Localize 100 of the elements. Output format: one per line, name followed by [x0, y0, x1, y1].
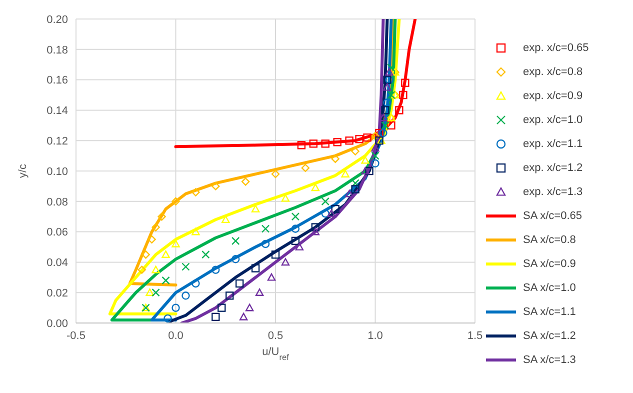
point [162, 276, 170, 285]
point [212, 312, 220, 322]
point [245, 304, 254, 312]
point [271, 170, 280, 178]
point [152, 266, 160, 274]
point [281, 258, 290, 266]
point [361, 156, 370, 164]
point [371, 132, 380, 140]
legend-label: SA x/c=0.9 [523, 258, 576, 270]
point [297, 141, 306, 150]
point [387, 90, 396, 100]
point [158, 212, 166, 221]
x-tick-label: 1.5 [467, 330, 483, 342]
y-tick-label: 0.14 [46, 105, 68, 118]
line-series [174, 19, 417, 148]
y-tick-label: 0.06 [46, 226, 68, 239]
point [381, 106, 390, 114]
point [226, 292, 234, 300]
point [291, 212, 300, 221]
y-tick-label: 0.04 [46, 257, 68, 270]
legend-label: exp. x/c=1.2 [523, 162, 583, 174]
point [241, 178, 250, 186]
legend-label: SA x/c=1.2 [523, 330, 576, 342]
x-tick-label: -0.5 [66, 330, 86, 342]
point [271, 250, 280, 259]
point [261, 224, 270, 233]
point [148, 235, 156, 244]
point [182, 292, 190, 300]
x-axis-title: u/U$_{ref}$ [262, 346, 290, 362]
point [172, 304, 180, 312]
y-tick-label: 0.10 [46, 166, 68, 178]
legend-label: exp. x/c=1.1 [523, 138, 583, 150]
point [331, 204, 340, 214]
point [138, 266, 146, 274]
point [152, 223, 160, 232]
point [212, 266, 220, 274]
point [341, 170, 350, 178]
point [321, 140, 330, 148]
point [251, 204, 260, 212]
point [379, 128, 388, 138]
point [152, 288, 160, 297]
point [239, 312, 248, 320]
legend-label: exp. x/c=1.0 [523, 114, 583, 126]
point [301, 164, 310, 172]
point [281, 194, 290, 202]
point [267, 273, 276, 281]
point [142, 250, 150, 259]
x-tick-label: 0.5 [268, 330, 284, 342]
point [218, 304, 226, 312]
y-tick-label: 0.02 [46, 288, 68, 300]
point [383, 83, 392, 91]
point [345, 136, 354, 145]
point [311, 223, 320, 232]
point [363, 133, 372, 142]
point [345, 190, 354, 198]
point [387, 64, 396, 72]
point [375, 136, 384, 145]
y-tick-label: 0.16 [46, 74, 68, 87]
point [375, 128, 384, 138]
point [261, 240, 270, 248]
legend-label: exp. x/c=1.3 [523, 186, 583, 198]
point [182, 262, 190, 271]
point [162, 250, 170, 258]
point [333, 138, 342, 146]
point [383, 98, 392, 107]
legend-label: SA x/c=1.3 [523, 354, 576, 366]
x-tick-label: 1.0 [368, 330, 383, 342]
legend-label: SA x/c=0.8 [523, 234, 576, 246]
point [327, 209, 336, 217]
point [232, 255, 240, 264]
y-tick-label: 0.18 [46, 44, 68, 56]
point [401, 78, 410, 87]
point [385, 68, 394, 76]
legend-label: exp. x/c=0.9 [523, 90, 583, 102]
point [395, 106, 404, 114]
y-tick-label: 0.00 [46, 318, 68, 330]
y-axis-title: y/c [17, 163, 29, 178]
point [311, 184, 320, 192]
legend-label: SA x/c=0.65 [523, 210, 582, 222]
point [192, 188, 200, 196]
point [387, 121, 396, 130]
point [192, 279, 200, 288]
point [146, 288, 154, 296]
point [232, 236, 240, 246]
point [331, 154, 340, 163]
point [291, 236, 300, 246]
point [164, 314, 172, 323]
legend-label: SA x/c=1.1 [523, 306, 576, 318]
legend-label: exp. x/c=0.65 [523, 42, 589, 54]
point [351, 147, 360, 156]
point [365, 166, 374, 176]
point [321, 197, 330, 206]
point [255, 288, 264, 296]
point [371, 144, 380, 152]
point [202, 250, 210, 259]
point [361, 166, 370, 174]
x-tick-label: 0.0 [168, 330, 184, 342]
point [172, 240, 180, 248]
point [355, 134, 364, 144]
point [399, 90, 408, 100]
